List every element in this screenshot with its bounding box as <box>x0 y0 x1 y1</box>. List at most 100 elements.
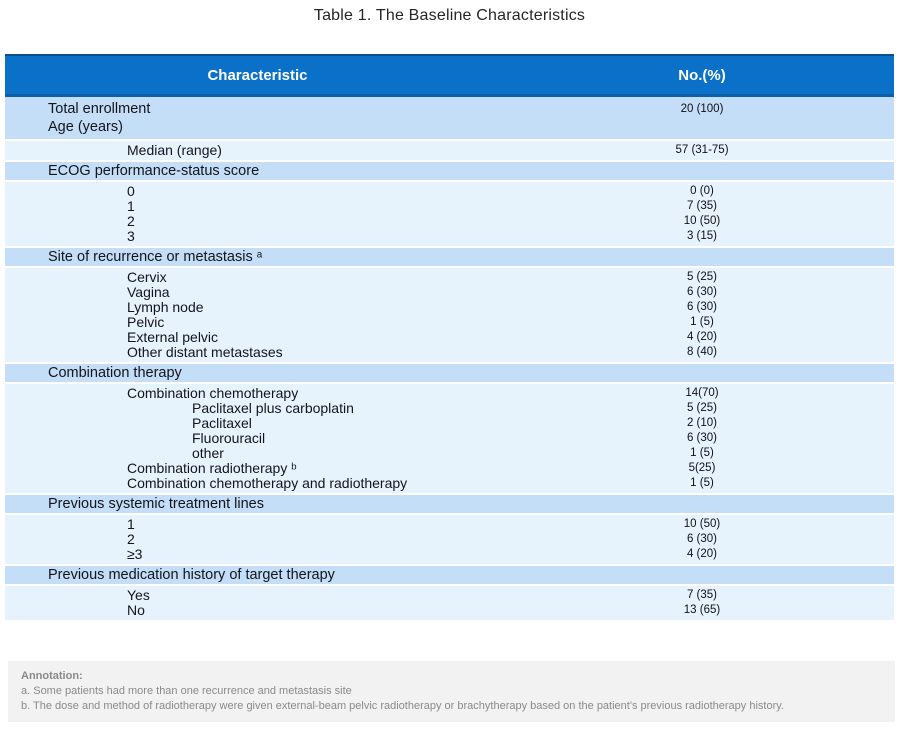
row-value: 1 (5) <box>690 477 714 489</box>
row-label: Paclitaxel plus carboplatin <box>192 400 354 416</box>
row-value: 10 (50) <box>683 215 721 227</box>
row-value: 57 (31-75) <box>675 144 729 156</box>
table-row: 2 6 (30) <box>5 532 894 547</box>
table-row: Cervix 5 (25) <box>5 270 894 285</box>
row-label: Median (range) <box>127 142 222 158</box>
section-header-row: Previous medication history of target th… <box>5 566 894 584</box>
row-value <box>510 162 894 180</box>
section-label: Previous systemic treatment lines <box>48 496 264 512</box>
section-label: Age (years) <box>48 119 123 135</box>
row-label: Paclitaxel <box>192 415 252 431</box>
row-label: Combination radiotherapy ᵇ <box>127 460 297 476</box>
row-value: 6 (30) <box>686 432 718 444</box>
section-header-band: ECOG performance-status score <box>5 162 894 180</box>
section-header-row: Site of recurrence or metastasis ᵃ <box>5 248 894 266</box>
row-value <box>510 248 894 266</box>
baseline-characteristics-table: Characteristic No.(%) Total enrollment 20… <box>5 54 894 622</box>
table-row: 1 7 (35) <box>5 199 894 214</box>
row-value: 7 (35) <box>686 200 718 212</box>
section-data-band: Median (range) 57 (31-75) <box>5 141 894 160</box>
row-value <box>510 364 894 382</box>
table-row: Yes 7 (35) <box>5 588 894 603</box>
row-value: 0 (0) <box>690 185 714 197</box>
row-label: 1 <box>127 516 135 532</box>
row-value: 5 (25) <box>686 402 718 414</box>
table-title: Table 1. The Baseline Characteristics <box>313 7 586 24</box>
table-row: Pelvic 1 (5) <box>5 315 894 330</box>
row-label: Pelvic <box>127 314 165 330</box>
row-label: External pelvic <box>127 329 219 345</box>
table-body: Total enrollment 20 (100) Age (years) Media… <box>5 97 894 620</box>
table-row: Median (range) 57 (31-75) <box>5 143 894 158</box>
row-value <box>510 566 894 584</box>
row-label: Fluorouracil <box>192 430 266 446</box>
table-row: Other distant metastases 8 (40) <box>5 345 894 360</box>
row-label: Combination chemotherapy and radiotherap… <box>127 475 408 491</box>
row-value: 8 (40) <box>686 346 718 358</box>
table-row: 0 0 (0) <box>5 184 894 199</box>
section-data-band: Combination chemotherapy 14(70) Paclitaxel… <box>5 384 894 493</box>
row-value: 20 (100) <box>680 103 724 115</box>
row-label: Yes <box>127 587 150 603</box>
row-value: 5(25) <box>688 462 716 474</box>
row-value: 5 (25) <box>686 271 718 283</box>
row-value: 13 (65) <box>683 604 721 616</box>
table-row: ≥3 4 (20) <box>5 547 894 562</box>
row-value: 1 (5) <box>690 447 714 459</box>
row-label: 2 <box>127 213 135 229</box>
row-value <box>510 118 894 136</box>
table-row: 2 10 (50) <box>5 214 894 229</box>
row-label: 0 <box>127 183 135 199</box>
row-label: No <box>127 602 145 618</box>
section-data-band: Yes 7 (35) No 13 (65) <box>5 586 894 620</box>
section-header-band: Previous medication history of target th… <box>5 566 894 584</box>
table-row: other 1 (5) <box>5 446 894 461</box>
section-label: Previous medication history of target th… <box>48 567 335 583</box>
row-value: 4 (20) <box>686 331 718 343</box>
section-header-band: Site of recurrence or metastasis ᵃ <box>5 248 894 266</box>
table-row: Paclitaxel plus carboplatin 5 (25) <box>5 401 894 416</box>
table-row: Combination radiotherapy ᵇ 5(25) <box>5 461 894 476</box>
section-header-band: Combination therapy <box>5 364 894 382</box>
table-row: External pelvic 4 (20) <box>5 330 894 345</box>
column-header-characteristic: Characteristic <box>207 66 308 84</box>
row-value: 2 (10) <box>686 417 718 429</box>
row-value: 4 (20) <box>686 548 718 560</box>
table-row: No 13 (65) <box>5 603 894 618</box>
column-header-no-pct: No.(%) <box>678 66 726 84</box>
table-row: 3 3 (15) <box>5 229 894 244</box>
section-header-row: Age (years) <box>5 118 894 136</box>
table-row: Combination chemotherapy and radiotherap… <box>5 476 894 491</box>
row-label: other <box>192 445 224 461</box>
row-label: Cervix <box>127 269 167 285</box>
row-label: 3 <box>127 228 135 244</box>
table-row: 1 10 (50) <box>5 517 894 532</box>
row-value: 1 (5) <box>690 316 714 328</box>
annotation-note-b: b. The dose and method of radiotherapy w… <box>21 700 784 712</box>
table-row: Vagina 6 (30) <box>5 285 894 300</box>
row-value: 7 (35) <box>686 589 718 601</box>
section-data-band: 1 10 (50) 2 6 (30) ≥3 4 (20) <box>5 515 894 564</box>
row-value: 14(70) <box>685 387 719 399</box>
annotation-box: Annotation: a. Some patients had more th… <box>8 661 895 722</box>
row-value: 10 (50) <box>683 518 721 530</box>
row-label: Lymph node <box>127 299 204 315</box>
row-label: Vagina <box>127 284 170 300</box>
section-label: Combination therapy <box>48 365 182 381</box>
table-row: Combination chemotherapy 14(70) <box>5 386 894 401</box>
section-data-band: Cervix 5 (25) Vagina 6 (30) Lymph node 6 (30)… <box>5 268 894 362</box>
row-label: Combination chemotherapy <box>127 385 299 401</box>
section-header-row: ECOG performance-status score <box>5 162 894 180</box>
row-label: Other distant metastases <box>127 344 283 360</box>
row-value <box>510 495 894 513</box>
row-label: ≥3 <box>127 546 143 562</box>
row-value: 6 (30) <box>686 286 718 298</box>
row-label: 2 <box>127 531 135 547</box>
row-value: 6 (30) <box>686 301 718 313</box>
section-header-row: Combination therapy <box>5 364 894 382</box>
row-value: 3 (15) <box>686 230 718 242</box>
annotation-note-a: a. Some patients had more than one recur… <box>21 685 352 697</box>
row-value: 6 (30) <box>686 533 718 545</box>
section-header-band: Previous systemic treatment lines <box>5 495 894 513</box>
